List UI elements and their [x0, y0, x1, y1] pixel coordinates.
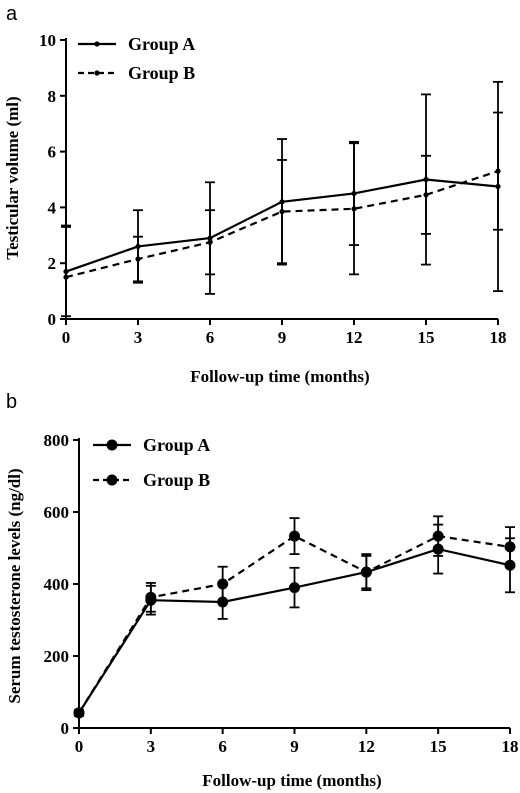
y-tick-label: 600	[44, 503, 70, 522]
legend-marker	[106, 474, 118, 486]
x-tick-label: 6	[218, 737, 227, 756]
x-axis-title-b: Follow-up time (months)	[202, 771, 381, 790]
y-tick-label: 0	[48, 310, 57, 329]
x-tick-label: 12	[358, 737, 375, 756]
data-point	[63, 274, 69, 280]
x-tick-label: 15	[430, 737, 447, 756]
y-axis-title-a: Testicular volume (ml)	[3, 96, 22, 259]
plot-area-b: 0 200 400 600 800 0 3 6 9 12 15 18 Group A Group B	[44, 431, 519, 756]
chart-panel-b: b Serum testosterone levels (ng/dl) Foll…	[5, 391, 519, 790]
legend-marker	[106, 439, 118, 451]
x-tick-label: 3	[134, 328, 143, 347]
x-tick-label: 3	[147, 737, 156, 756]
y-tick-label: 0	[61, 719, 70, 738]
legend-label: Group B	[128, 63, 195, 83]
legend-marker	[94, 41, 100, 47]
data-point	[432, 530, 444, 542]
x-tick-label: 9	[278, 328, 287, 347]
data-point	[504, 541, 516, 553]
data-point	[135, 256, 141, 262]
y-tick-label: 4	[48, 198, 57, 217]
y-tick-label: 8	[48, 87, 57, 106]
chart-panel-a: a Testicular volume (ml) Follow-up time …	[3, 3, 507, 386]
x-axis-title-a: Follow-up time (months)	[190, 367, 369, 386]
data-point	[207, 239, 213, 245]
data-point	[423, 192, 429, 198]
y-axis-title-b: Serum testosterone levels (ng/dl)	[5, 468, 24, 703]
data-point	[145, 591, 157, 603]
data-point	[279, 208, 285, 215]
x-tick-label: 18	[490, 328, 507, 347]
y-tick-label: 6	[48, 143, 57, 162]
x-tick-label: 18	[502, 737, 519, 756]
y-tick-label: 10	[39, 31, 56, 50]
legend-label: Group B	[143, 470, 210, 490]
y-tick-label: 800	[44, 431, 70, 450]
x-tick-label: 15	[418, 328, 435, 347]
legend-marker	[94, 70, 100, 76]
legend-label: Group A	[143, 435, 210, 455]
data-point	[360, 566, 372, 578]
panel-label-a: a	[6, 3, 18, 25]
x-tick-label: 6	[206, 328, 215, 347]
data-point	[289, 530, 300, 542]
data-point	[289, 582, 300, 594]
x-tick-label: 0	[62, 328, 71, 347]
data-point	[495, 168, 501, 174]
legend-label: Group A	[128, 34, 195, 54]
x-tick-label: 0	[75, 737, 84, 756]
x-tick-label: 9	[290, 737, 299, 756]
plot-area-a: 0 2 4 6 8 10 0 3 6 9 12 15 18 Group A Group B	[39, 31, 507, 347]
data-point	[351, 206, 357, 212]
y-tick-label: 400	[44, 575, 70, 594]
y-tick-label: 2	[48, 254, 57, 273]
data-point	[217, 578, 229, 590]
series-line-group-b	[78, 534, 511, 714]
x-tick-label: 12	[346, 328, 363, 347]
panel-label-b: b	[6, 391, 17, 413]
y-tick-label: 200	[44, 647, 70, 666]
data-point	[73, 707, 85, 719]
